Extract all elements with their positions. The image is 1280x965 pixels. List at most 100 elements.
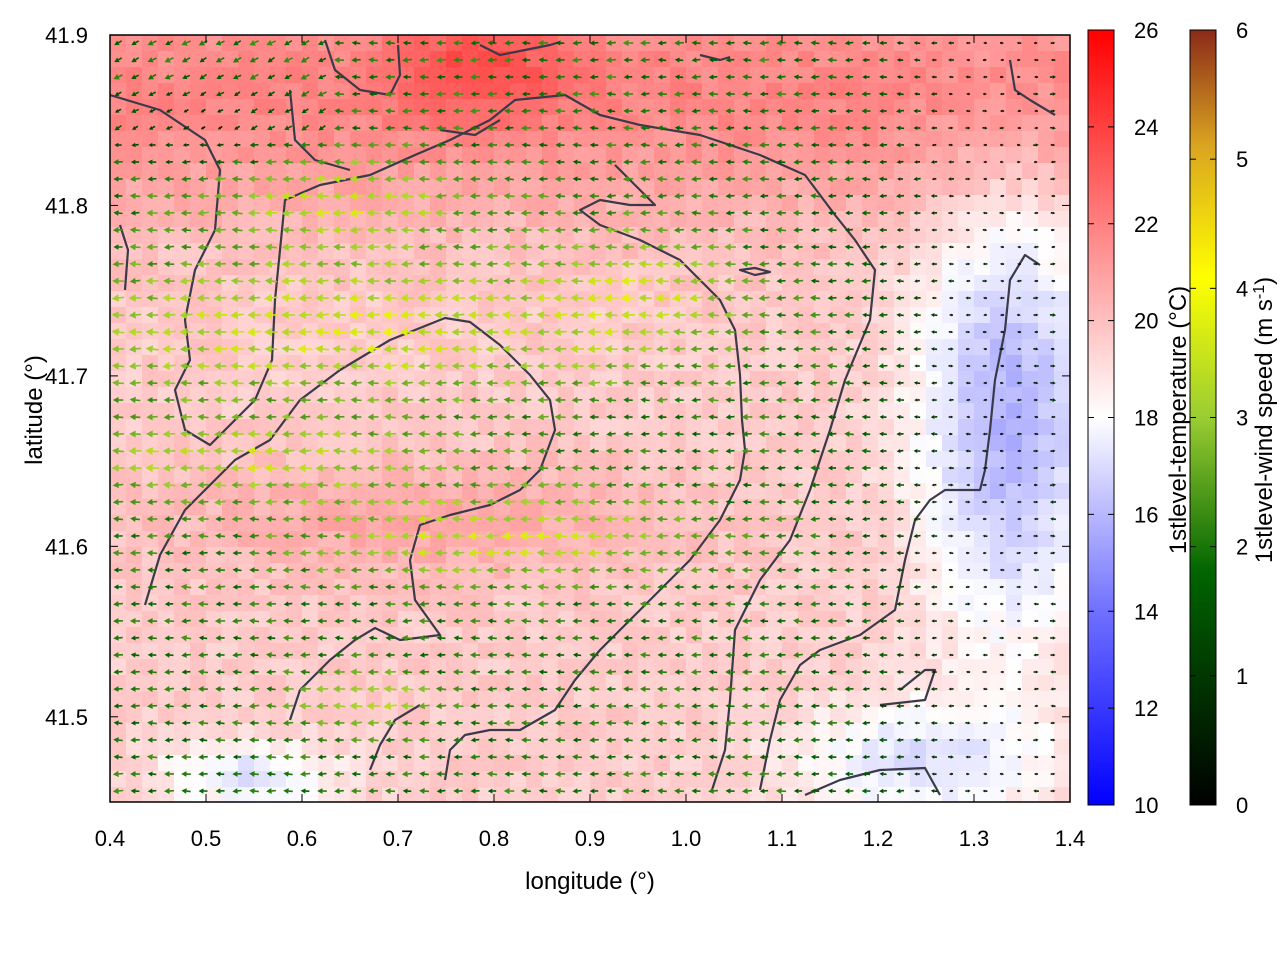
temperature-cell [926,211,943,228]
temperature-cell [766,355,783,372]
temperature-cell [718,691,735,708]
temperature-cell [238,771,255,788]
temperature-cell [894,499,911,516]
temperature-cell [686,211,703,228]
temperature-cell [478,51,495,68]
temperature-cell [702,259,719,276]
temperature-cell [1006,579,1023,596]
temperature-cell [1022,115,1039,132]
temperature-cell [1022,483,1039,500]
temperature-cell [670,627,687,644]
temperature-cell [766,339,783,356]
temperature-cell [174,707,191,724]
temperature-cell [750,179,767,196]
temperature-cell [270,51,287,68]
temperature-cell [670,755,687,772]
temperature-cell [894,755,911,772]
temperature-cell [718,83,735,100]
temperature-cell [542,67,559,84]
temperature-cell [526,179,543,196]
temperature-cell [782,227,799,244]
temperature-cell [574,403,591,420]
temperature-cell [878,483,895,500]
temperature-cell [1054,707,1070,724]
temperature-cell [1022,547,1039,564]
temperature-cell [270,179,287,196]
temperature-cell [526,323,543,340]
temperature-cell [222,99,239,116]
temperature-cell [350,739,367,756]
temperature-cell [158,147,175,164]
temperature-cell [206,563,223,580]
temperature-cell [622,259,639,276]
temperature-cell [286,579,303,596]
temperature-cell [990,419,1007,436]
temperature-cell [894,371,911,388]
temperature-cell [926,67,943,84]
temperature-cell [542,563,559,580]
temperature-cell [766,179,783,196]
temperature-cell [734,355,751,372]
temperature-cell [910,691,927,708]
temperature-cell [398,195,415,212]
temperature-cell [526,435,543,452]
temperature-cell [1006,131,1023,148]
temperature-cell [430,451,447,468]
temperature-cell [190,643,207,660]
temperature-cell [990,707,1007,724]
temperature-cell [750,339,767,356]
temperature-cell [654,403,671,420]
temperature-cell [462,595,479,612]
temperature-cell [270,147,287,164]
temperature-cell [750,355,767,372]
temperature-cell [366,211,383,228]
temperature-cell [446,627,463,644]
temperature-cell [270,499,287,516]
temperature-cell [670,435,687,452]
temperature-cell [350,563,367,580]
temperature-cell [366,275,383,292]
temperature-cell [126,451,143,468]
temperature-cell [974,467,991,484]
temperature-cell [1054,771,1070,788]
temperature-cell [270,371,287,388]
temperature-cell [1006,371,1023,388]
temperature-cell [782,179,799,196]
temperature-cell [942,467,959,484]
temperature-cell [830,419,847,436]
temperature-cell [862,371,879,388]
temperature-cell [862,291,879,308]
temperature-cell [302,195,319,212]
temperature-cell [782,467,799,484]
temperature-cell [270,547,287,564]
temperature-cell [398,115,415,132]
temperature-cell [830,291,847,308]
temperature-cell [1022,83,1039,100]
temperature-cell [686,611,703,628]
temperature-cell [1038,435,1055,452]
temperature-cell [190,179,207,196]
temperature-cell [622,131,639,148]
temperature-cell [558,355,575,372]
temperature-cell [286,771,303,788]
temperature-cell [142,435,159,452]
temperature-cell [814,483,831,500]
temperature-cell [542,163,559,180]
temperature-cell [974,35,991,52]
temperature-cell [526,419,543,436]
temperature-cell [1054,259,1070,276]
temperature-cell [798,611,815,628]
temperature-cell [878,563,895,580]
temperature-cell [686,355,703,372]
temperature-cell [542,531,559,548]
temperature-cell [414,259,431,276]
temperature-cell [974,83,991,100]
temperature-cell [990,579,1007,596]
temperature-cell [238,115,255,132]
temperature-cell [702,531,719,548]
temperature-cell [1038,387,1055,404]
temperature-cell [286,419,303,436]
temperature-cell [430,483,447,500]
temperature-cell [846,259,863,276]
temperature-cell [510,163,527,180]
